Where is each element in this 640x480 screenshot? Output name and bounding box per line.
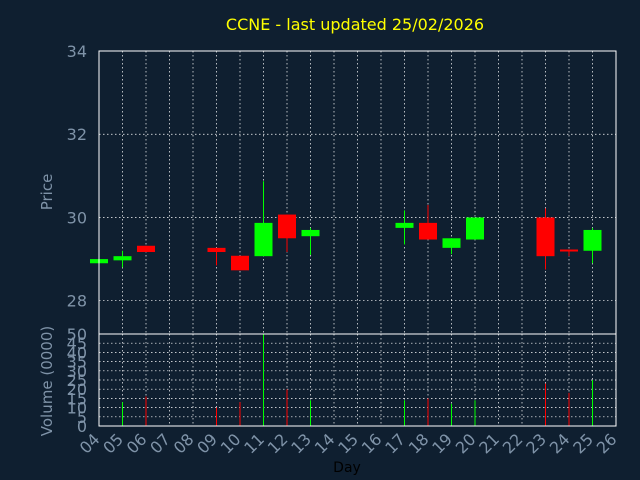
candle-up [301, 229, 320, 237]
volume-tick-label: 50 [67, 325, 87, 344]
candle-down [560, 249, 578, 252]
candle-up [113, 256, 132, 261]
candle-down [278, 214, 296, 239]
price-tick-label: 28 [67, 292, 87, 311]
candle-down [231, 255, 249, 271]
price-tick-label: 34 [67, 42, 87, 61]
candle-up [442, 238, 461, 248]
volume-tick-label: 25 [67, 371, 87, 390]
candle-down [137, 245, 155, 253]
day-axis-label: Day [333, 460, 361, 476]
volume-tick-label: 45 [67, 334, 87, 353]
price-tick-label: 32 [67, 125, 87, 144]
volume-tick-label: 0 [77, 417, 87, 436]
volume-tick-label: 15 [67, 389, 87, 408]
volume-tick-label: 30 [67, 362, 87, 381]
candle-up [466, 217, 484, 240]
price-tick-label: 30 [67, 208, 87, 227]
volume-tick-label: 20 [67, 380, 87, 399]
candle-down [207, 247, 226, 253]
volume-tick-label: 35 [67, 353, 87, 372]
price-axis-label: Price [38, 174, 56, 211]
candle-up [254, 222, 273, 257]
volume-axis-label: Volume (0000) [38, 326, 56, 436]
price-panel: 28 30 32 34 Price [38, 42, 617, 335]
volume-tick-label: 40 [67, 343, 87, 362]
volume-series [122, 334, 593, 426]
day-x-axis: 0405060708091011121314151617181920212223… [76, 430, 621, 458]
candle-down [419, 222, 437, 240]
volume-tick-label: 10 [67, 399, 87, 418]
candle-up [395, 222, 414, 228]
candle-down [536, 217, 555, 257]
volume-tick-label: 5 [77, 408, 87, 427]
chart-title: CCNE - last updated 25/02/2026 [226, 15, 484, 34]
volume-plot-frame [98, 333, 617, 427]
candlestick-series [90, 181, 602, 271]
candle-up [583, 229, 602, 251]
price-y-axis: 28 30 32 34 [67, 42, 87, 311]
